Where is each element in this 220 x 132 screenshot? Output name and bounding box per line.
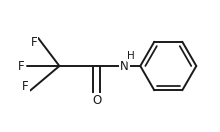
Text: N: N bbox=[120, 60, 129, 72]
Text: F: F bbox=[18, 60, 24, 72]
Text: H: H bbox=[127, 51, 135, 61]
Text: F: F bbox=[22, 80, 29, 93]
Text: O: O bbox=[92, 94, 101, 107]
Text: F: F bbox=[31, 36, 37, 49]
